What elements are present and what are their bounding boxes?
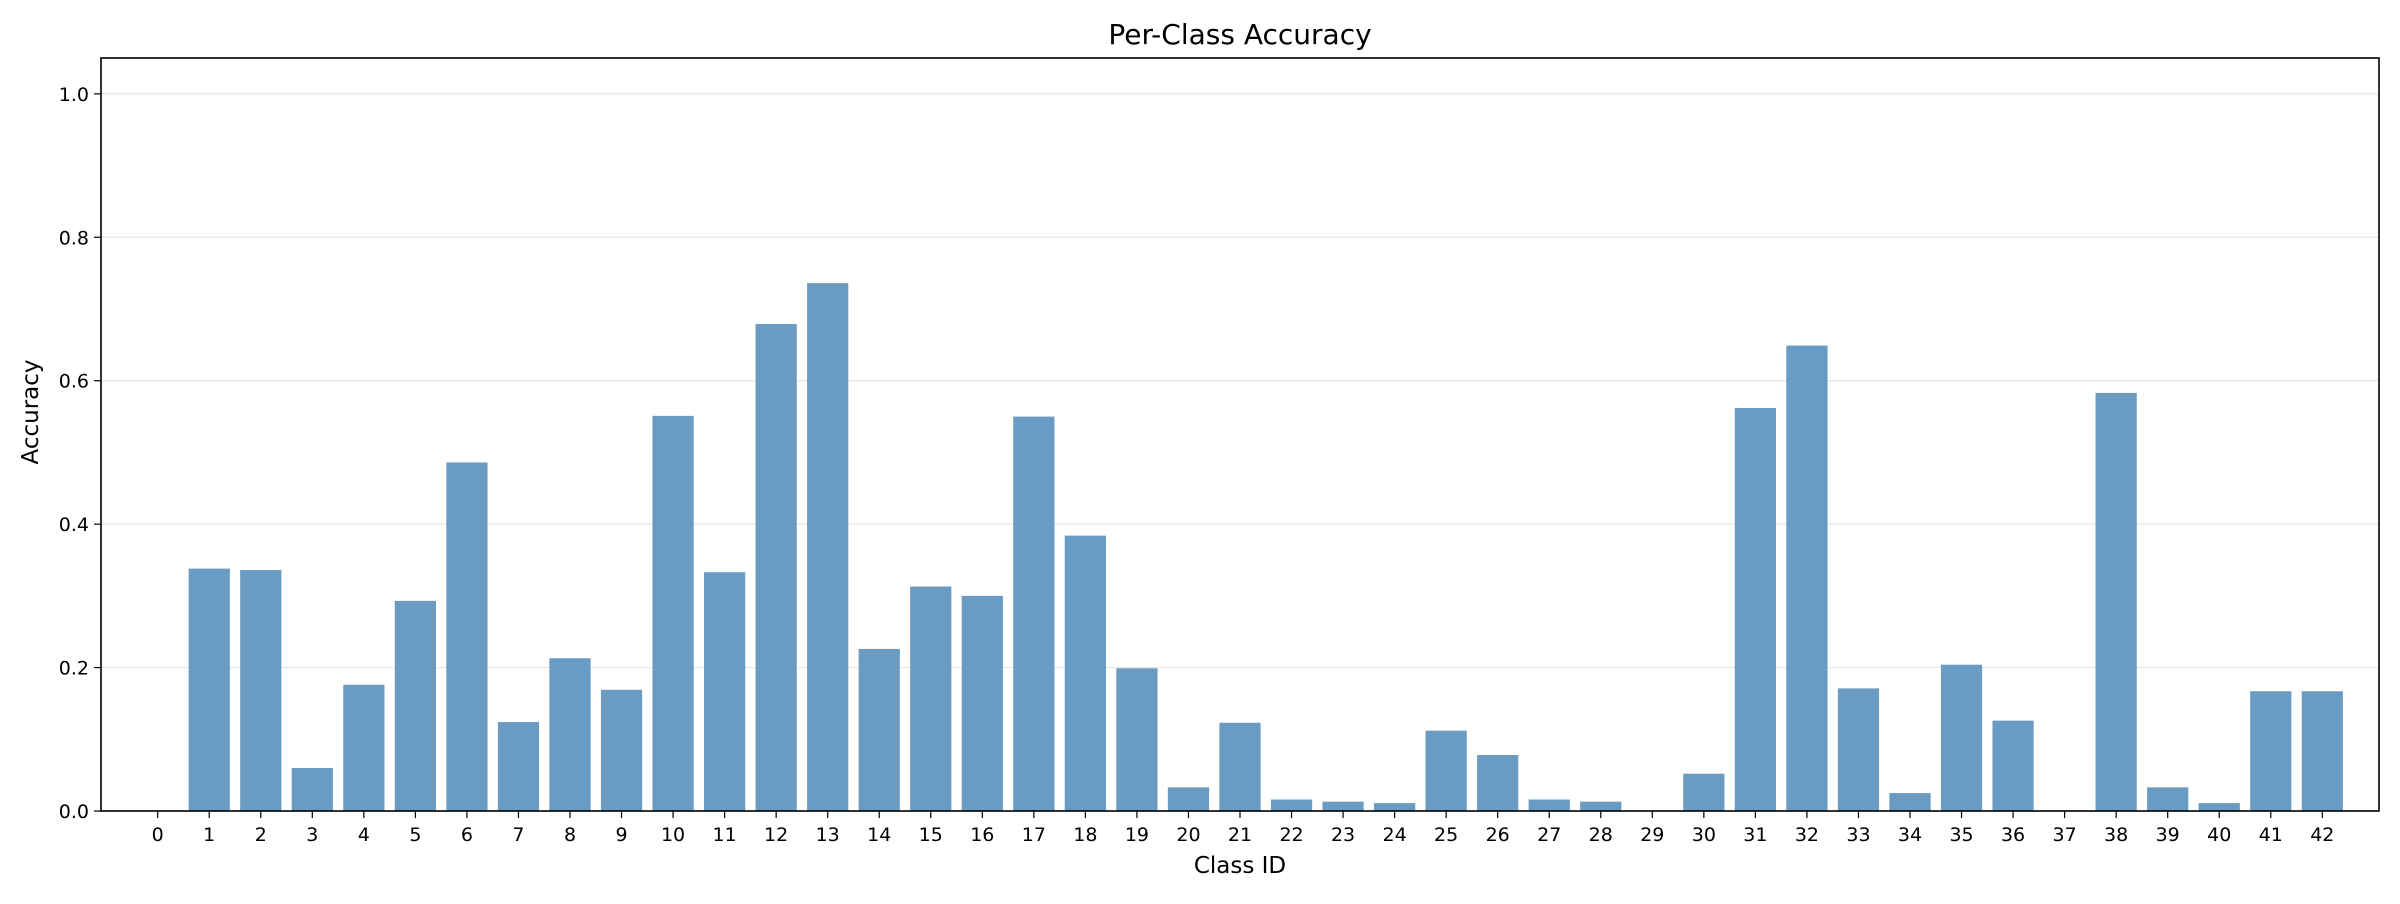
bar-class-13 (807, 283, 849, 811)
y-tick-label: 1.0 (59, 84, 89, 106)
bar-class-15 (910, 586, 952, 811)
bar-class-6 (446, 462, 488, 811)
x-tick-label: 37 (2053, 824, 2077, 846)
x-tick-label: 34 (1898, 824, 1922, 846)
x-tick-label: 5 (409, 824, 421, 846)
bar-class-16 (961, 595, 1003, 811)
grid-lines (101, 93, 2379, 812)
x-tick-label: 9 (615, 824, 627, 846)
x-tick-label: 32 (1795, 824, 1819, 846)
chart-title: Per-Class Accuracy (1108, 18, 1371, 51)
x-tick-label: 36 (2001, 824, 2025, 846)
x-tick-label: 17 (1022, 824, 1046, 846)
bars (188, 283, 2343, 811)
bar-class-26 (1477, 755, 1519, 811)
x-tick-label: 29 (1640, 824, 1664, 846)
bar-class-39 (2147, 787, 2189, 811)
x-tick-label: 39 (2156, 824, 2180, 846)
bar-class-31 (1734, 407, 1776, 811)
x-tick-label: 6 (461, 824, 473, 846)
bar-class-3 (291, 767, 333, 811)
x-tick-label: 21 (1228, 824, 1252, 846)
x-tick-label: 19 (1125, 824, 1149, 846)
bar-class-41 (2250, 691, 2292, 811)
x-tick-label: 31 (1743, 824, 1767, 846)
x-tick-label: 27 (1537, 824, 1561, 846)
bar-class-12 (755, 324, 797, 811)
x-tick-label: 18 (1073, 824, 1097, 846)
bar-class-4 (343, 684, 385, 811)
x-tick-label: 33 (1846, 824, 1870, 846)
y-tick-label: 0.4 (59, 514, 89, 536)
x-tick-label: 11 (713, 824, 737, 846)
x-tick-label: 23 (1331, 824, 1355, 846)
x-tick-label: 7 (512, 824, 524, 846)
plot-frame (100, 57, 2380, 812)
bar-class-35 (1940, 664, 1983, 811)
x-tick-label: 40 (2207, 824, 2231, 846)
x-tick-label: 3 (306, 824, 318, 846)
bar-class-2 (240, 570, 282, 811)
y-axis-label: Accuracy (18, 359, 44, 464)
bar-class-20 (1167, 787, 1210, 811)
x-tick-label: 22 (1279, 824, 1303, 846)
x-tick-label: 2 (255, 824, 267, 846)
bar-class-21 (1219, 722, 1261, 811)
bar-class-8 (549, 658, 591, 811)
bar-class-23 (1322, 801, 1364, 811)
bar-class-42 (2301, 691, 2343, 811)
y-tick-label: 0.2 (59, 658, 89, 680)
x-tick-label: 35 (1949, 824, 1973, 846)
y-tick-label: 0.8 (59, 227, 89, 249)
bar-class-19 (1116, 668, 1158, 811)
x-tick-label: 15 (919, 824, 943, 846)
y-ticks: 0.0 0.2 0.4 0.6 0.8 1.0 (59, 84, 101, 823)
x-tick-label: 38 (2104, 824, 2128, 846)
y-tick-label: 0.0 (59, 801, 89, 823)
bar-class-34 (1889, 793, 1931, 811)
bar-class-10 (652, 415, 694, 811)
x-tick-label: 12 (764, 824, 788, 846)
bar-class-32 (1786, 345, 1828, 811)
x-tick-label: 28 (1589, 824, 1613, 846)
x-tick-label: 26 (1486, 824, 1510, 846)
x-tick-label: 14 (867, 824, 891, 846)
x-tick-label: 16 (970, 824, 994, 846)
x-tick-label: 25 (1434, 824, 1458, 846)
x-tick-label: 41 (2259, 824, 2283, 846)
bar-class-24 (1374, 803, 1416, 811)
bar-class-38 (2095, 392, 2137, 811)
bar-class-40 (2198, 803, 2240, 811)
bar-class-30 (1683, 773, 1725, 811)
bar-class-9 (600, 689, 643, 811)
x-tick-label: 10 (661, 824, 685, 846)
x-tick-label: 1 (203, 824, 215, 846)
bar-class-28 (1580, 801, 1622, 811)
x-tick-label: 13 (816, 824, 840, 846)
bar-class-11 (704, 572, 746, 811)
x-ticks: 0 1 2 3 4 5 6 7 8 9 10 11 12 13 14 15 16 17 18 19 20 21 22 23 24… (152, 811, 2334, 846)
bar-class-27 (1528, 799, 1570, 811)
bar-class-18 (1064, 535, 1106, 811)
bar-class-25 (1425, 730, 1467, 811)
bar-class-22 (1270, 799, 1313, 811)
x-tick-label: 4 (358, 824, 370, 846)
x-tick-label: 24 (1383, 824, 1407, 846)
bar-class-14 (858, 648, 900, 811)
x-tick-label: 20 (1176, 824, 1200, 846)
bar-class-5 (394, 600, 436, 811)
x-tick-label: 30 (1692, 824, 1716, 846)
x-tick-label: 0 (152, 824, 164, 846)
y-tick-label: 0.6 (59, 371, 89, 393)
x-tick-label: 42 (2310, 824, 2334, 846)
bar-class-7 (497, 722, 540, 811)
bar-class-33 (1837, 688, 1880, 811)
x-axis-label: Class ID (1194, 853, 1286, 879)
bar-class-1 (188, 568, 230, 811)
x-tick-label: 8 (564, 824, 576, 846)
bar-class-36 (1992, 720, 2034, 811)
bar-class-17 (1013, 416, 1055, 811)
